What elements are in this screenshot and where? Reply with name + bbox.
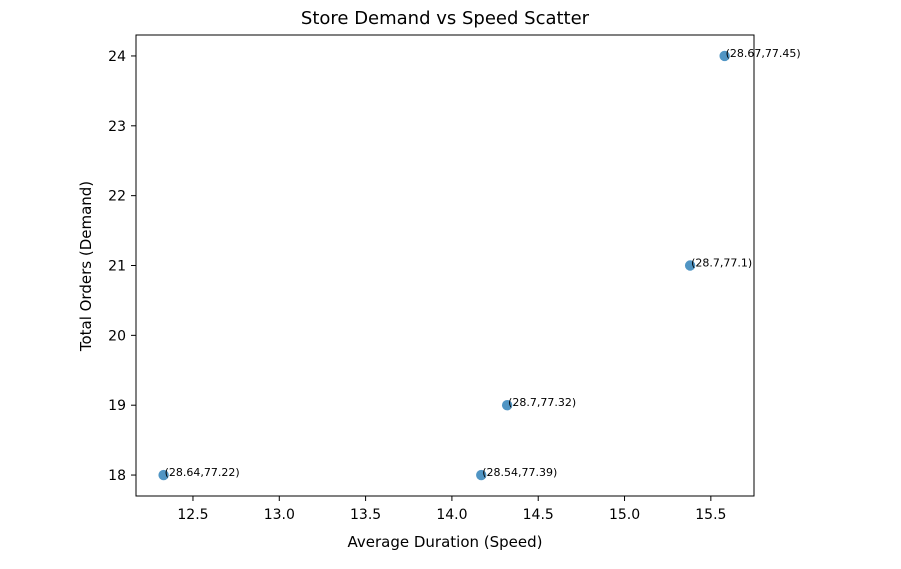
data-point	[719, 50, 730, 62]
x-tick-label: 15.0	[609, 507, 640, 523]
x-tick-label: 13.0	[264, 507, 295, 523]
plot-area	[135, 34, 755, 497]
x-tick-label: 12.5	[177, 507, 208, 523]
y-tick-label: 21	[108, 259, 126, 275]
data-point	[684, 260, 696, 271]
x-tick-label: 15.5	[695, 507, 726, 523]
data-point-labels: (28.64,77.22) (28.54,77.39) (28.7,77.32) (2…	[165, 47, 801, 479]
x-tick-label: 14.5	[523, 507, 554, 523]
y-tick-label: 20	[108, 328, 126, 344]
y-axis: 18 19 20 21 22 23 24	[108, 49, 136, 484]
data-point-label: (28.7,77.32)	[508, 396, 576, 409]
data-point-label: (28.67,77.45)	[726, 47, 801, 60]
y-axis-label: Total Orders (Demand)	[77, 181, 95, 352]
chart-title: Store Demand vs Speed Scatter	[301, 8, 590, 29]
x-axis-label: Average Duration (Speed)	[347, 533, 542, 551]
y-tick-label: 24	[108, 49, 126, 65]
data-point-label: (28.54,77.39)	[482, 466, 557, 479]
data-point	[501, 399, 513, 411]
x-axis: 12.5 13.0 13.5 14.0 14.5 15.0 15.5	[177, 496, 726, 523]
data-points	[158, 50, 730, 481]
x-tick-label: 13.5	[350, 507, 381, 523]
y-tick-label: 23	[108, 119, 126, 135]
y-tick-label: 19	[108, 398, 126, 414]
y-tick-label: 18	[108, 468, 126, 484]
data-point	[476, 469, 487, 481]
y-tick-label: 22	[108, 189, 126, 205]
plot-frame	[135, 34, 755, 497]
data-point-label: (28.64,77.22)	[165, 466, 240, 479]
x-tick-label: 14.0	[436, 507, 467, 523]
data-point	[158, 469, 169, 481]
data-point-label: (28.7,77.1)	[691, 257, 752, 270]
